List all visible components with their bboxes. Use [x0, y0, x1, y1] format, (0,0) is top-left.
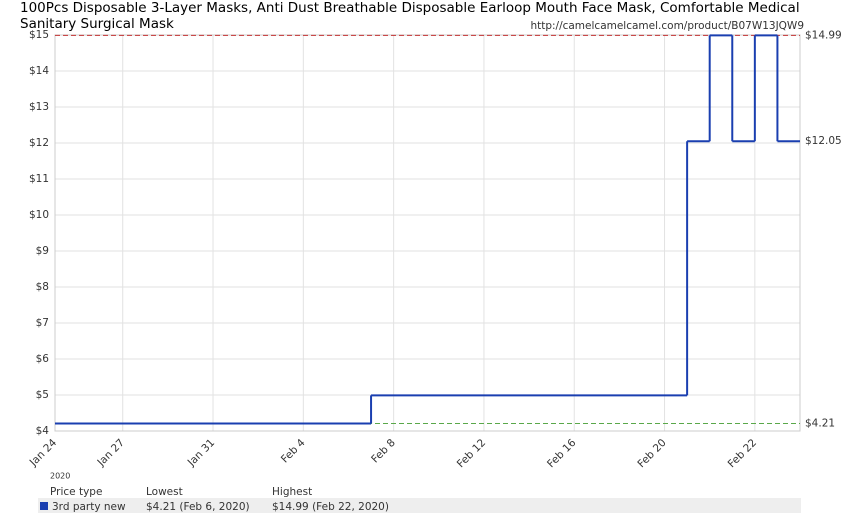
legend-header: Lowest: [146, 486, 183, 498]
y-tick-label: $7: [36, 317, 49, 329]
y-tick-label: $8: [36, 281, 49, 293]
chart-title: 100Pcs Disposable 3-Layer Masks, Anti Du…: [20, 0, 800, 32]
y-tick-label: $4: [36, 425, 50, 437]
y-tick-label: $15: [29, 29, 49, 41]
y-tick-label: $10: [29, 209, 49, 221]
reference-label: $4.21: [805, 417, 835, 429]
legend-header: Price type: [50, 486, 102, 498]
legend-cell: $4.21 (Feb 6, 2020): [146, 501, 250, 513]
y-tick-label: $11: [29, 173, 49, 185]
year-label: 2020: [50, 472, 70, 481]
legend-swatch: [40, 502, 48, 510]
legend-cell: $14.99 (Feb 22, 2020): [272, 501, 389, 513]
y-tick-label: $14: [29, 65, 49, 77]
y-tick-label: $9: [36, 245, 49, 257]
legend-header: Highest: [272, 486, 312, 498]
legend-cell: 3rd party new: [52, 501, 126, 513]
y-tick-label: $12: [29, 137, 49, 149]
y-tick-label: $6: [36, 353, 50, 365]
reference-label: $12.05: [805, 135, 842, 147]
legend-row-bg: [38, 498, 801, 513]
source-url: http://camelcamelcamel.com/product/B07W1…: [530, 20, 804, 32]
y-tick-label: $13: [29, 101, 49, 113]
y-tick-label: $5: [36, 389, 49, 401]
reference-label: $14.99: [805, 29, 842, 41]
